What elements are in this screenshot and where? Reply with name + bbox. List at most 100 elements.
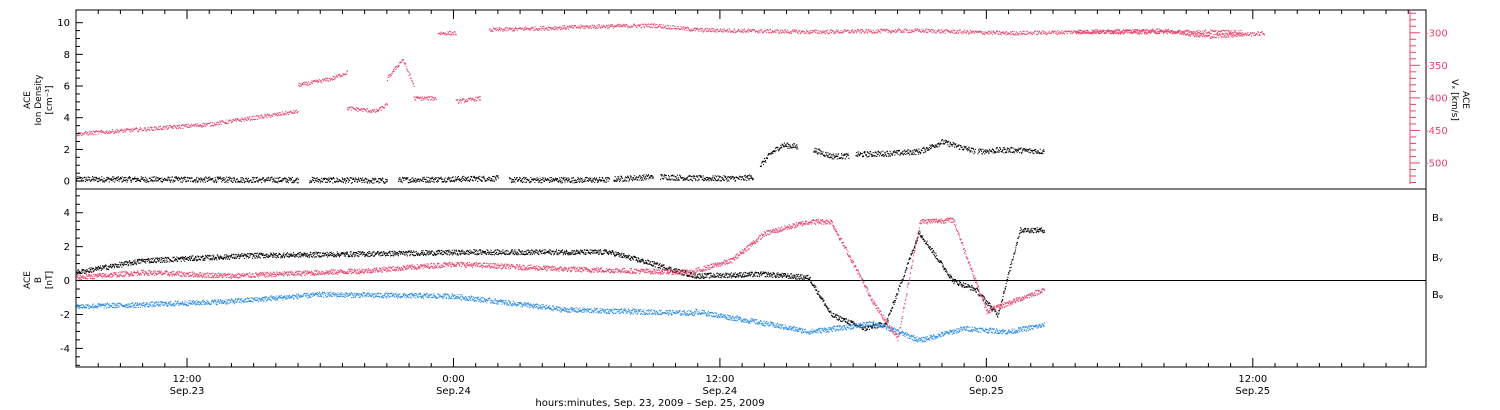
vx-point	[1137, 29, 1139, 31]
vx-point	[586, 26, 588, 28]
vx-point	[179, 124, 181, 126]
density-point	[254, 181, 256, 183]
vx-point	[346, 71, 348, 73]
vx-point	[962, 33, 964, 35]
density-point	[130, 180, 132, 182]
bx-point	[175, 258, 177, 260]
bx-point	[158, 258, 160, 260]
density-point	[431, 180, 433, 182]
vx-point	[1115, 32, 1117, 34]
vx-point	[285, 114, 287, 116]
vx-point	[880, 32, 882, 34]
vx-point	[815, 30, 817, 32]
density-point	[973, 153, 975, 155]
density-point	[1015, 150, 1017, 152]
density-point	[567, 181, 569, 183]
vx-point	[822, 30, 824, 32]
bx-point	[189, 259, 191, 261]
density-point	[624, 176, 626, 178]
vx-point	[1209, 37, 1211, 39]
vx-point	[444, 32, 446, 34]
vx-point	[361, 109, 363, 111]
density-point	[274, 180, 276, 182]
vx-point	[479, 99, 481, 101]
density-point	[114, 181, 116, 183]
density-point	[1020, 148, 1022, 150]
density-point	[79, 177, 81, 179]
density-point	[121, 176, 123, 178]
vx-point	[1192, 32, 1194, 34]
vx-point	[944, 32, 946, 34]
vx-point	[458, 101, 460, 103]
vx-point	[315, 80, 317, 82]
vx-point	[451, 31, 453, 33]
vx-point	[77, 134, 79, 136]
density-point	[978, 150, 980, 152]
density-point	[451, 179, 453, 181]
vx-point	[899, 29, 901, 31]
vx-point	[172, 128, 174, 130]
density-point	[785, 144, 787, 146]
vx-point	[1180, 32, 1182, 34]
vx-point	[1094, 33, 1096, 35]
vx-point	[1240, 35, 1242, 37]
vx-point	[989, 32, 991, 34]
vx-point	[1092, 32, 1094, 34]
vx-point	[1009, 34, 1011, 36]
vx-point	[1238, 32, 1240, 34]
density-point	[537, 178, 539, 180]
bx-point	[185, 258, 187, 260]
vx-point	[1193, 34, 1195, 36]
vx-point	[178, 125, 180, 127]
vx-point	[1055, 32, 1057, 34]
vx-point	[597, 27, 599, 29]
vx-point	[1005, 30, 1007, 32]
bx-point	[110, 265, 112, 267]
density-point	[876, 155, 878, 157]
density-point	[880, 153, 882, 155]
vx-point	[1196, 36, 1198, 38]
density-point	[779, 148, 781, 150]
density-point	[241, 179, 243, 181]
density-point	[321, 177, 323, 179]
density-point	[429, 180, 431, 182]
vx-point	[380, 109, 382, 111]
density-point	[178, 177, 180, 179]
bx-point	[86, 268, 88, 270]
density-point	[982, 151, 984, 153]
density-point	[639, 174, 641, 176]
vx-point	[339, 73, 341, 75]
density-point	[691, 179, 693, 181]
vx-point	[964, 31, 966, 33]
vx-point	[796, 30, 798, 32]
vx-point	[1216, 33, 1218, 35]
vx-point	[647, 24, 649, 26]
vx-point	[1162, 32, 1164, 34]
vx-point	[495, 30, 497, 32]
vx-point	[820, 33, 822, 35]
vx-point	[886, 29, 888, 31]
vx-point	[999, 33, 1001, 35]
vx-point	[606, 25, 608, 27]
density-point	[213, 181, 215, 183]
vx-point	[983, 31, 985, 33]
density-point	[150, 179, 152, 181]
vx-point	[116, 129, 118, 131]
density-point	[546, 180, 548, 182]
bottom-panel-frame	[75, 188, 1427, 368]
vx-point	[891, 31, 893, 33]
density-point	[705, 177, 707, 179]
vx-point	[1025, 31, 1027, 33]
density-point	[203, 177, 205, 179]
vx-point	[1236, 32, 1238, 34]
vx-point	[681, 29, 683, 31]
vx-point	[1240, 32, 1242, 34]
vx-point	[199, 125, 201, 127]
vx-point	[1021, 33, 1023, 35]
vx-point	[1228, 32, 1230, 34]
vx-point	[463, 98, 465, 100]
vx-point	[1015, 31, 1017, 33]
vx-point	[129, 129, 131, 131]
vx-point	[350, 106, 352, 108]
vx-point	[903, 28, 905, 30]
